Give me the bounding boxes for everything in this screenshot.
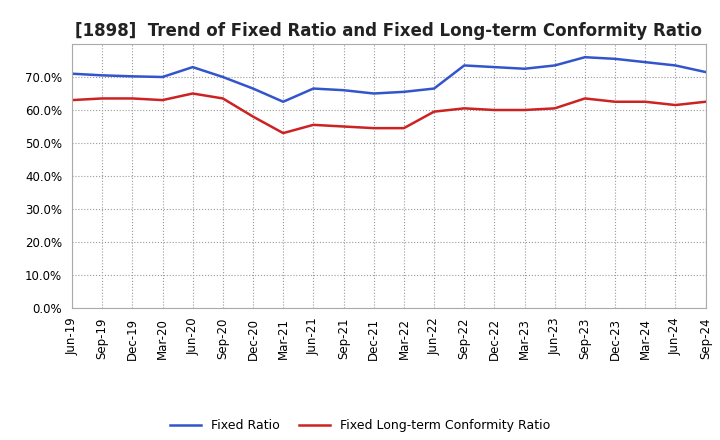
Fixed Long-term Conformity Ratio — [219, 96, 228, 101]
Fixed Ratio — [98, 73, 107, 78]
Fixed Long-term Conformity Ratio — [701, 99, 710, 104]
Fixed Long-term Conformity Ratio — [128, 96, 137, 101]
Fixed Ratio — [189, 64, 197, 70]
Fixed Ratio — [219, 74, 228, 80]
Fixed Ratio — [279, 99, 287, 104]
Fixed Ratio — [68, 71, 76, 76]
Line: Fixed Long-term Conformity Ratio: Fixed Long-term Conformity Ratio — [72, 93, 706, 133]
Line: Fixed Ratio: Fixed Ratio — [72, 57, 706, 102]
Title: [1898]  Trend of Fixed Ratio and Fixed Long-term Conformity Ratio: [1898] Trend of Fixed Ratio and Fixed Lo… — [76, 22, 702, 40]
Fixed Ratio — [550, 63, 559, 68]
Fixed Ratio — [490, 64, 499, 70]
Fixed Ratio — [158, 74, 167, 80]
Fixed Ratio — [611, 56, 619, 62]
Fixed Long-term Conformity Ratio — [460, 106, 469, 111]
Fixed Ratio — [339, 88, 348, 93]
Fixed Long-term Conformity Ratio — [550, 106, 559, 111]
Fixed Long-term Conformity Ratio — [490, 107, 499, 113]
Fixed Long-term Conformity Ratio — [641, 99, 649, 104]
Fixed Long-term Conformity Ratio — [68, 97, 76, 103]
Fixed Long-term Conformity Ratio — [189, 91, 197, 96]
Fixed Ratio — [369, 91, 378, 96]
Fixed Long-term Conformity Ratio — [521, 107, 529, 113]
Fixed Ratio — [580, 55, 589, 60]
Fixed Long-term Conformity Ratio — [158, 97, 167, 103]
Fixed Long-term Conformity Ratio — [430, 109, 438, 114]
Fixed Long-term Conformity Ratio — [98, 96, 107, 101]
Fixed Ratio — [521, 66, 529, 71]
Fixed Ratio — [400, 89, 408, 95]
Fixed Long-term Conformity Ratio — [248, 114, 257, 119]
Fixed Long-term Conformity Ratio — [279, 130, 287, 136]
Fixed Ratio — [641, 59, 649, 65]
Fixed Ratio — [309, 86, 318, 91]
Fixed Long-term Conformity Ratio — [611, 99, 619, 104]
Fixed Long-term Conformity Ratio — [339, 124, 348, 129]
Fixed Long-term Conformity Ratio — [580, 96, 589, 101]
Fixed Long-term Conformity Ratio — [369, 125, 378, 131]
Fixed Ratio — [460, 63, 469, 68]
Fixed Ratio — [128, 73, 137, 79]
Fixed Ratio — [671, 63, 680, 68]
Fixed Ratio — [248, 86, 257, 91]
Legend: Fixed Ratio, Fixed Long-term Conformity Ratio: Fixed Ratio, Fixed Long-term Conformity … — [163, 413, 557, 438]
Fixed Long-term Conformity Ratio — [400, 125, 408, 131]
Fixed Long-term Conformity Ratio — [671, 103, 680, 108]
Fixed Ratio — [430, 86, 438, 91]
Fixed Ratio — [701, 70, 710, 75]
Fixed Long-term Conformity Ratio — [309, 122, 318, 128]
